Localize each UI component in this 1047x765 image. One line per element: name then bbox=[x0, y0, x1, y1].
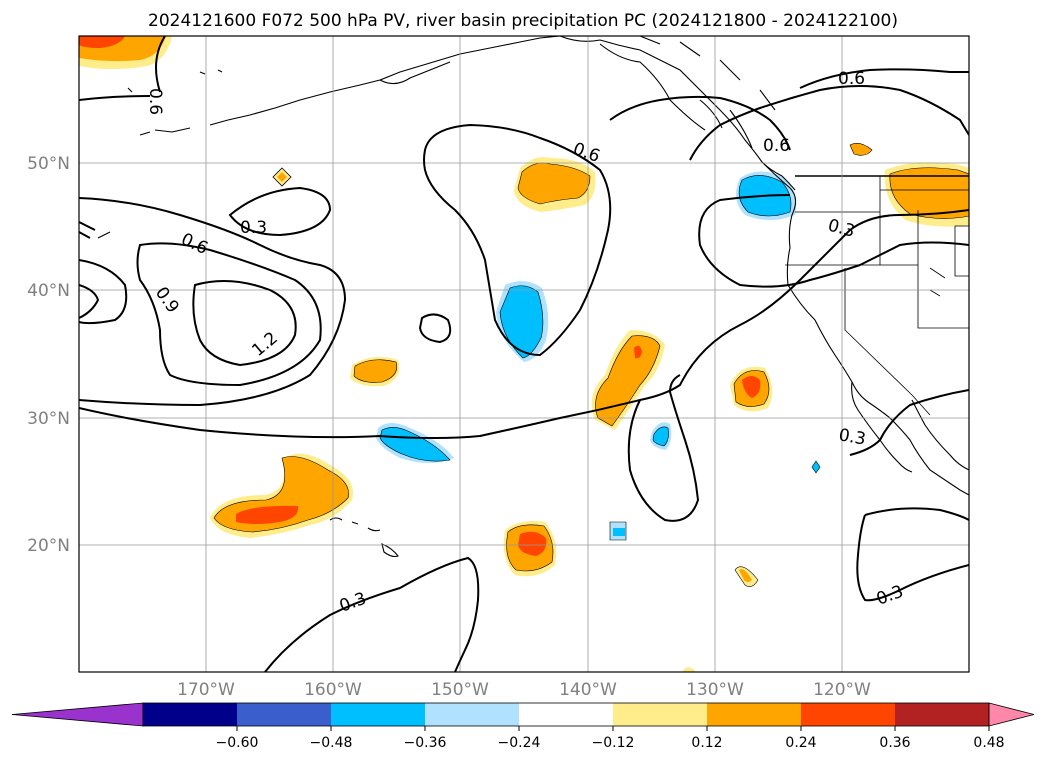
contour-label-0: 0.6 bbox=[145, 88, 165, 115]
colorbar-tick-label: 0.36 bbox=[879, 735, 910, 751]
lon-tick-160w: 160°W bbox=[304, 680, 362, 700]
pv-contours bbox=[79, 36, 969, 672]
lat-tick-40n: 40°N bbox=[27, 281, 70, 301]
lat-tick-labels: 50°N 40°N 30°N 20°N bbox=[27, 154, 70, 556]
colorbar-tick-label: −0.36 bbox=[404, 735, 447, 751]
colorbar-tick-label: 0.24 bbox=[785, 735, 816, 751]
colorbar-bin bbox=[237, 703, 332, 726]
colorbar-extend-high bbox=[988, 702, 1035, 727]
colorbar-bin bbox=[707, 703, 802, 726]
lon-tick-150w: 150°W bbox=[431, 680, 489, 700]
contour-label-3: 0.6 bbox=[763, 136, 790, 156]
lat-tick-20n: 20°N bbox=[27, 536, 70, 556]
contour-label-2: 0.6 bbox=[838, 69, 865, 89]
colorbar-bin bbox=[425, 703, 520, 726]
colorbar-bin bbox=[519, 703, 614, 726]
lat-tick-50n: 50°N bbox=[27, 154, 70, 174]
lon-tick-120w: 120°W bbox=[813, 680, 871, 700]
map-frame bbox=[78, 35, 970, 673]
colorbar: −0.60 −0.48 −0.36 −0.24 −0.12 0.12 0.24 0.36 0.4… bbox=[11, 702, 1035, 751]
colorbar-bin bbox=[331, 703, 426, 726]
colorbar-bin bbox=[143, 703, 238, 726]
gridlines bbox=[79, 36, 969, 672]
contour-label-4: 0.3 bbox=[240, 218, 267, 238]
lon-tick-130w: 130°W bbox=[686, 680, 744, 700]
colorbar-tick-label: −0.12 bbox=[592, 735, 635, 751]
colorbar-tick-label: −0.24 bbox=[498, 735, 541, 751]
colorbar-bin bbox=[801, 703, 896, 726]
colorbar-tick-label: 0.12 bbox=[691, 735, 722, 751]
colorbar-tick-label: −0.48 bbox=[310, 735, 353, 751]
colorbar-outline bbox=[142, 702, 990, 727]
colorbar-extend-low bbox=[11, 702, 144, 727]
precip-shading bbox=[79, 36, 969, 672]
lon-tick-labels: 170°W 160°W 150°W 140°W 130°W 120°W bbox=[177, 680, 871, 700]
colorbar-tick-label: 0.48 bbox=[973, 735, 1004, 751]
colorbar-bin bbox=[895, 703, 990, 726]
colorbar-bin bbox=[613, 703, 708, 726]
contour-label-9: 0.3 bbox=[837, 425, 867, 449]
map-title: 2024121600 F072 500 hPa PV, river basin … bbox=[148, 11, 898, 31]
lat-tick-30n: 30°N bbox=[27, 409, 70, 429]
map-panel: 0.6 0.6 0.6 0.6 0.3 0.6 0.9 1.2 0.3 0.3 … bbox=[79, 36, 969, 672]
lon-tick-140w: 140°W bbox=[559, 680, 617, 700]
lon-tick-170w: 170°W bbox=[177, 680, 235, 700]
colorbar-tick-label: −0.60 bbox=[216, 735, 259, 751]
